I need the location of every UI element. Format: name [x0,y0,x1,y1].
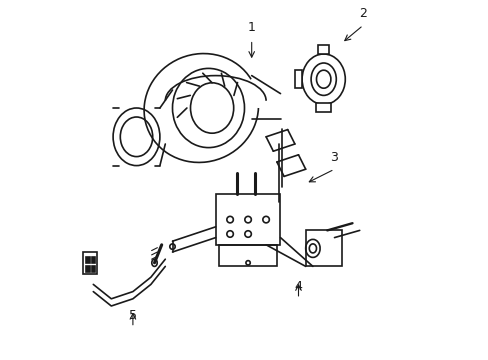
Text: 3: 3 [330,151,338,164]
Text: 2: 2 [359,7,366,20]
Text: 4: 4 [294,280,302,293]
Bar [318,45,328,54]
Bar [86,266,89,272]
Bar [219,245,276,266]
Bar [91,266,95,272]
Bar [294,70,302,88]
Text: 1: 1 [247,21,255,34]
Bar [215,194,280,245]
Bar [91,257,95,263]
Bar [305,230,341,266]
Bar [82,252,97,274]
Bar [316,103,330,112]
Text: 5: 5 [129,309,137,322]
Bar [86,257,89,263]
